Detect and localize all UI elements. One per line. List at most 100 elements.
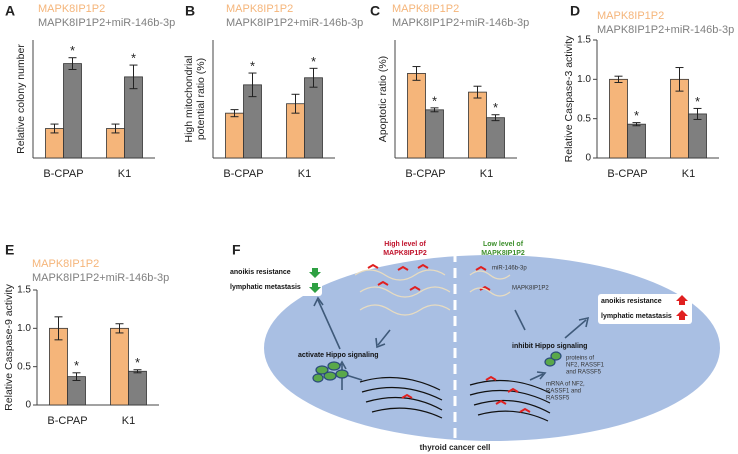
panel-label: B [185, 3, 195, 19]
signal: inhibit Hippo signaling [512, 343, 587, 350]
y-tick-label: 0.5 [17, 361, 31, 372]
effects-box [598, 294, 692, 324]
y-axis-label: Relative Caspase-9 activity [3, 283, 15, 410]
x-tick-label: B-CPAP [607, 168, 647, 180]
error-bar [248, 72, 257, 98]
proteins-label: proteins of [566, 356, 594, 362]
y-axis-label: Relative colony number [15, 44, 27, 154]
significance: * [135, 355, 140, 370]
panel-label: C [370, 3, 380, 19]
legend-entry: MAPK8IP1P2 [32, 258, 99, 270]
effects-box [226, 264, 322, 296]
error-bar [230, 109, 239, 118]
error-bar [473, 85, 482, 99]
x-tick-label: B-CPAP [43, 168, 83, 180]
significance: * [131, 51, 136, 66]
effect: lymphatic metastasis [601, 313, 672, 320]
cell [264, 255, 720, 441]
y-tick-label: 0 [585, 153, 591, 164]
bar [128, 370, 147, 406]
bar [425, 109, 444, 159]
y-axis-label: potential ratio (%) [195, 58, 207, 140]
effect: anoikis resistance [601, 298, 662, 305]
bar [468, 91, 487, 159]
y-tick-label: 1.0 [17, 323, 31, 334]
significance: * [634, 108, 639, 123]
significance: * [432, 93, 437, 108]
chart: C MAPK8IP1P2 MAPK8IP1P2+miR-146b-3p Apoptot… [370, 3, 529, 180]
proteins-label: and RASSF5 [566, 370, 602, 376]
significance: * [74, 358, 79, 373]
error-bar [309, 67, 318, 88]
up-arrow [676, 310, 688, 320]
panel-label: A [5, 3, 15, 19]
legend-entry: MAPK8IP1P2 [392, 3, 459, 15]
y-axis-label: Relative Caspase-3 activity [563, 35, 575, 162]
effect: anoikis resistance [230, 269, 291, 276]
y-axis-label: High mitochondrial [183, 56, 195, 143]
error-bar [412, 66, 421, 81]
bar [225, 112, 244, 159]
legend-entry: MAPK8IP1P2+miR-146b-3p [32, 272, 169, 284]
legend-entry: MAPK8IP1P2+miR-146b-3p [597, 24, 734, 36]
up-arrow [676, 295, 688, 305]
x-tick-label: B-CPAP [223, 168, 263, 180]
bar [304, 77, 323, 159]
error-bar [133, 369, 142, 374]
error-bar [111, 123, 120, 134]
diagram: F High level of MAPK8IP1P2 Low level of … [226, 241, 720, 452]
mrna-label: mRNA of NF2, [546, 382, 585, 388]
error-bar [72, 372, 81, 381]
proteins-label: NF2, RASSF1 [566, 363, 605, 369]
bar [407, 73, 426, 159]
bar [609, 78, 628, 159]
error-bar [430, 107, 439, 113]
x-tick-label: K1 [122, 415, 135, 427]
signal: activate Hippo signaling [298, 352, 379, 359]
legend-entry: MAPK8IP1P2 [38, 3, 105, 15]
bar [486, 117, 505, 159]
low-label: MAPK8IP1P2 [481, 250, 525, 257]
chart: D MAPK8IP1P2 MAPK8IP1P2+miR-146b-3p 0 0.5 1.0… [563, 3, 734, 180]
error-bar [129, 64, 138, 90]
significance: * [493, 100, 498, 115]
legend-entry: MAPK8IP1P2+miR-146b-3p [392, 17, 529, 29]
chart: A MAPK8IP1P2 MAPK8IP1P2+miR-146b-3p Relativ… [5, 3, 175, 180]
caption: thyroid cancer cell [420, 443, 491, 452]
error-bar [68, 57, 77, 70]
bar [110, 327, 129, 406]
legend-entry: MAPK8IP1P2 [226, 3, 293, 15]
panel-label: D [570, 3, 580, 19]
x-tick-label: K1 [682, 168, 695, 180]
bar [627, 123, 646, 159]
high-label: MAPK8IP1P2 [383, 250, 427, 257]
significance: * [311, 54, 316, 69]
y-tick-label: 1.0 [577, 74, 591, 85]
chart: E MAPK8IP1P2 MAPK8IP1P2+miR-146b-3p 0 0.5 1.0… [3, 242, 169, 427]
error-bar [115, 323, 124, 334]
error-bar [491, 114, 500, 122]
mrna-label: RASSF1 and [546, 389, 581, 395]
error-bar [54, 316, 63, 341]
error-bar [291, 93, 300, 114]
y-tick-label: 1.5 [577, 35, 591, 46]
error-bar [693, 107, 702, 120]
high-label: High level of [384, 241, 426, 248]
legend-entry: MAPK8IP1P2 [597, 10, 664, 22]
low-label: Low level of [483, 241, 524, 248]
mrna-label: RASSF5 [546, 396, 570, 402]
legend-entry: MAPK8IP1P2+miR-146b-3p [226, 17, 363, 29]
error-bar [614, 75, 623, 83]
error-bar [632, 122, 641, 127]
bar [63, 63, 82, 159]
chart: B MAPK8IP1P2 MAPK8IP1P2+miR-146b-3p High mi… [183, 3, 363, 180]
significance: * [695, 94, 700, 109]
x-tick-label: K1 [118, 168, 131, 180]
y-tick-label: 0.5 [577, 113, 591, 124]
panel-label: E [5, 242, 14, 258]
down-arrow [309, 268, 321, 278]
error-bar [50, 123, 59, 134]
panel-label: F [232, 242, 241, 258]
significance: * [70, 43, 75, 58]
